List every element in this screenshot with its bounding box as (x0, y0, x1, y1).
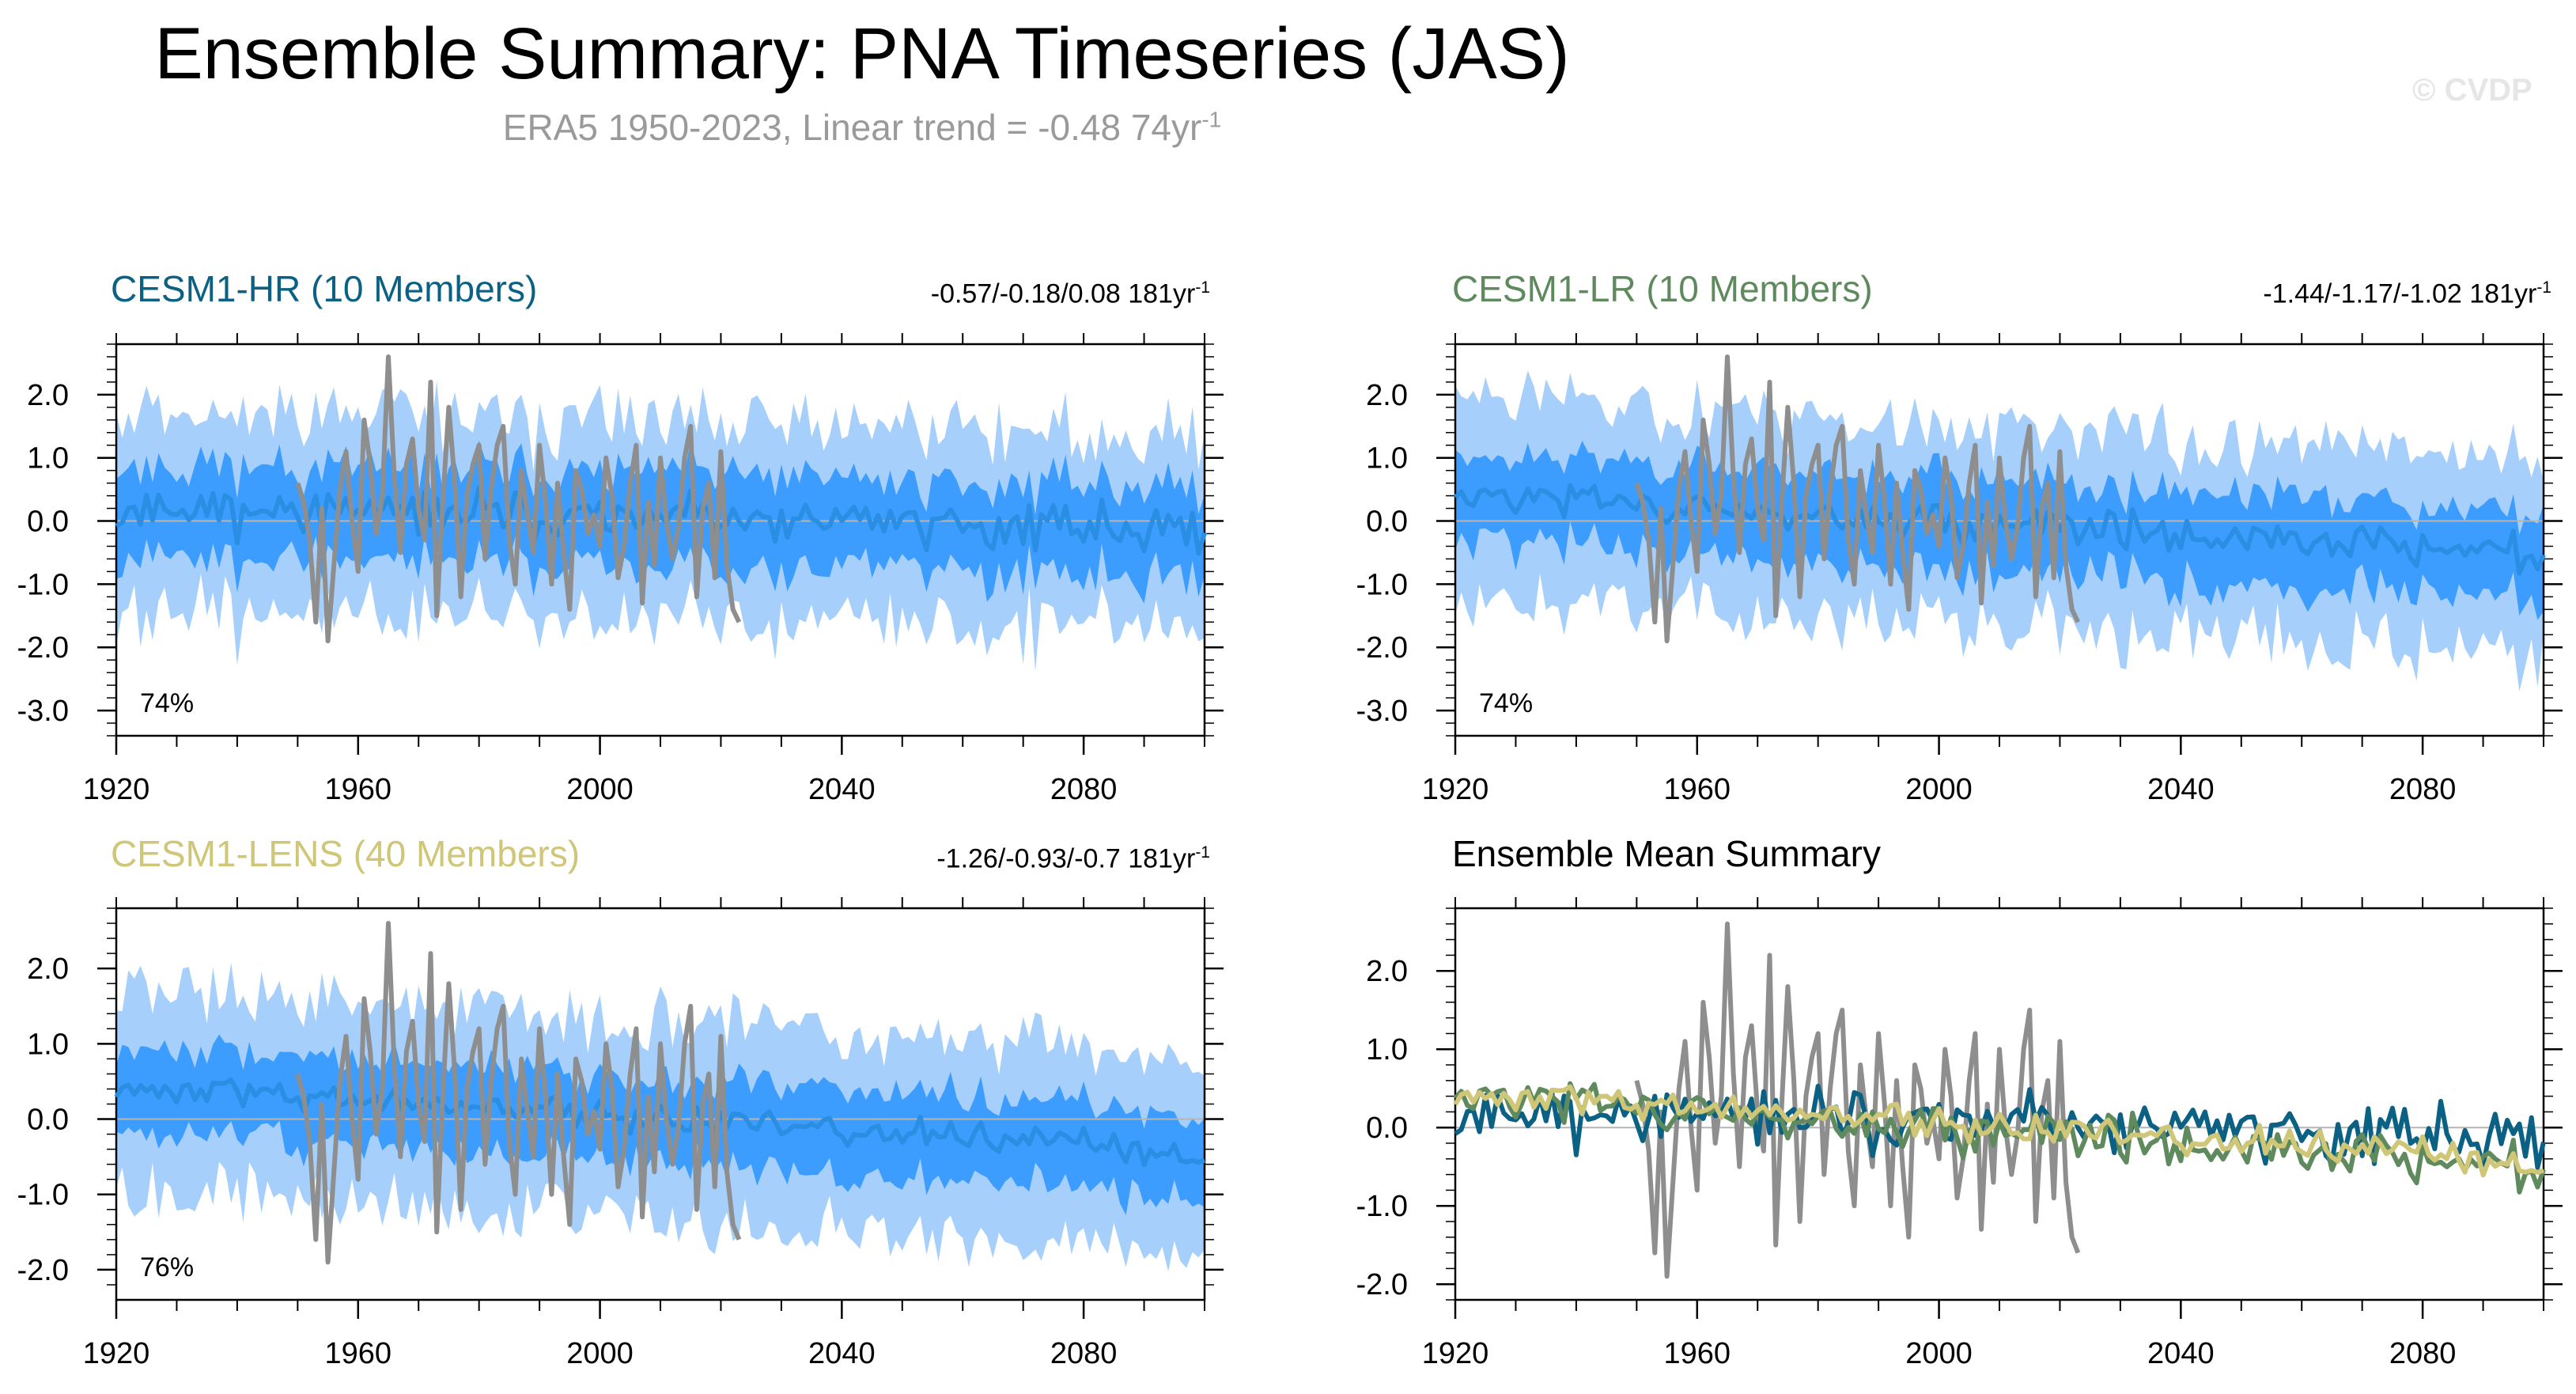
x-tick-label-summary: 2080 (2389, 1337, 2457, 1370)
y-tick-label-lr: -2.0 (1356, 631, 1408, 665)
panel-title-lens: CESM1-LENS (40 Members) (111, 833, 581, 874)
x-tick-label-lr: 2080 (2389, 773, 2457, 806)
summary-line-lr (1453, 1081, 2546, 1195)
x-tick-label-summary: 2040 (2147, 1337, 2215, 1370)
y-tick-label-lens: 2.0 (27, 953, 69, 986)
x-tick-label-lens: 1960 (325, 1337, 392, 1370)
subtitle-text: ERA5 1950-2023, Linear trend = -0.48 74y… (502, 107, 1202, 148)
panel-title-hr: CESM1-HR (10 Members) (111, 268, 538, 309)
y-tick-label-summary: 0.0 (1366, 1112, 1408, 1145)
percent-label-hr: 74% (140, 688, 194, 718)
x-tick-label-lr: 1960 (1664, 773, 1731, 806)
panel-stat-hr: -0.57/-0.18/0.08 181yr-1 (815, 278, 1210, 309)
x-tick-label-hr: 2040 (808, 773, 876, 806)
panel-stat-hr-text: -0.57/-0.18/0.08 181yr (930, 278, 1196, 309)
inner-spread-band-lr (1455, 441, 2544, 620)
panel-stat-lr-text: -1.44/-1.17/-1.02 181yr (2263, 278, 2537, 309)
y-tick-label-lr: -3.0 (1356, 695, 1408, 728)
y-tick-label-summary: -2.0 (1356, 1268, 1408, 1301)
x-tick-label-lr: 2040 (2147, 773, 2215, 806)
x-tick-label-lens: 2000 (566, 1337, 634, 1370)
x-tick-label-lr: 1920 (1422, 773, 1489, 806)
x-tick-label-summary: 2000 (1905, 1337, 1973, 1370)
x-tick-label-hr: 1920 (83, 773, 150, 806)
panel-stat-hr-sup: -1 (1195, 278, 1210, 297)
panel-title-summary: Ensemble Mean Summary (1452, 833, 1881, 874)
observed-line-lr (1634, 354, 2081, 644)
y-tick-label-hr: 0.0 (27, 506, 69, 539)
y-tick-label-lens: 1.0 (27, 1028, 69, 1061)
y-tick-label-summary: 1.0 (1366, 1033, 1408, 1066)
panel-stat-lr: -1.44/-1.17/-1.02 181yr-1 (2156, 278, 2551, 309)
y-tick-label-lens: -2.0 (17, 1254, 69, 1287)
y-tick-label-hr: -3.0 (17, 695, 69, 728)
x-tick-label-lens: 2080 (1050, 1337, 1118, 1370)
x-tick-label-lens: 1920 (83, 1337, 150, 1370)
y-tick-label-hr: -1.0 (17, 568, 69, 601)
panel-title-lr: CESM1-LR (10 Members) (1452, 268, 1873, 309)
y-tick-label-lens: -1.0 (17, 1179, 69, 1212)
x-tick-label-hr: 2000 (566, 773, 634, 806)
ensemble-mean-line-hr (115, 485, 1207, 556)
ensemble-mean-line-lens (114, 1077, 1205, 1168)
y-tick-label-hr: 1.0 (27, 442, 69, 475)
percent-label-lr: 74% (1479, 688, 1533, 718)
x-tick-label-lens: 2040 (808, 1337, 876, 1370)
panel-stat-lens-sup: -1 (1195, 843, 1210, 862)
ensemble-mean-line-lr (1453, 483, 2546, 576)
panel-stat-lens-text: -1.26/-0.93/-0.7 181yr (936, 843, 1196, 874)
y-tick-label-lr: 1.0 (1366, 442, 1408, 475)
x-tick-label-hr: 1960 (325, 773, 392, 806)
y-tick-label-lr: -1.0 (1356, 568, 1408, 601)
x-tick-label-summary: 1920 (1422, 1337, 1489, 1370)
summary-line-lens (1453, 1084, 2544, 1178)
y-tick-label-hr: 2.0 (27, 379, 69, 412)
percent-label-lens: 76% (140, 1252, 194, 1282)
x-tick-label-hr: 2080 (1050, 773, 1118, 806)
summary-observed-line (1634, 921, 2081, 1279)
panel-stat-lens: -1.26/-0.93/-0.7 181yr-1 (815, 843, 1210, 874)
y-tick-label-summary: 2.0 (1366, 955, 1408, 988)
y-tick-label-lens: 0.0 (27, 1104, 69, 1137)
observed-line-lens (295, 921, 742, 1265)
figure-subtitle: ERA5 1950-2023, Linear trend = -0.48 74y… (0, 106, 1724, 149)
y-tick-label-lr: 2.0 (1366, 379, 1408, 412)
inner-spread-band-lens (116, 1034, 1205, 1215)
panel-stat-lr-sup: -1 (2536, 278, 2551, 297)
x-tick-label-summary: 1960 (1664, 1337, 1731, 1370)
subtitle-superscript: -1 (1201, 107, 1222, 132)
y-tick-label-summary: -1.0 (1356, 1190, 1408, 1223)
cvdp-watermark: © CVDP (2412, 73, 2532, 108)
y-tick-label-lr: 0.0 (1366, 506, 1408, 539)
figure-title: Ensemble Summary: PNA Timeseries (JAS) (154, 13, 1570, 94)
y-tick-label-hr: -2.0 (17, 631, 69, 665)
x-tick-label-lr: 2000 (1905, 773, 1973, 806)
observed-line-hr (295, 354, 742, 644)
